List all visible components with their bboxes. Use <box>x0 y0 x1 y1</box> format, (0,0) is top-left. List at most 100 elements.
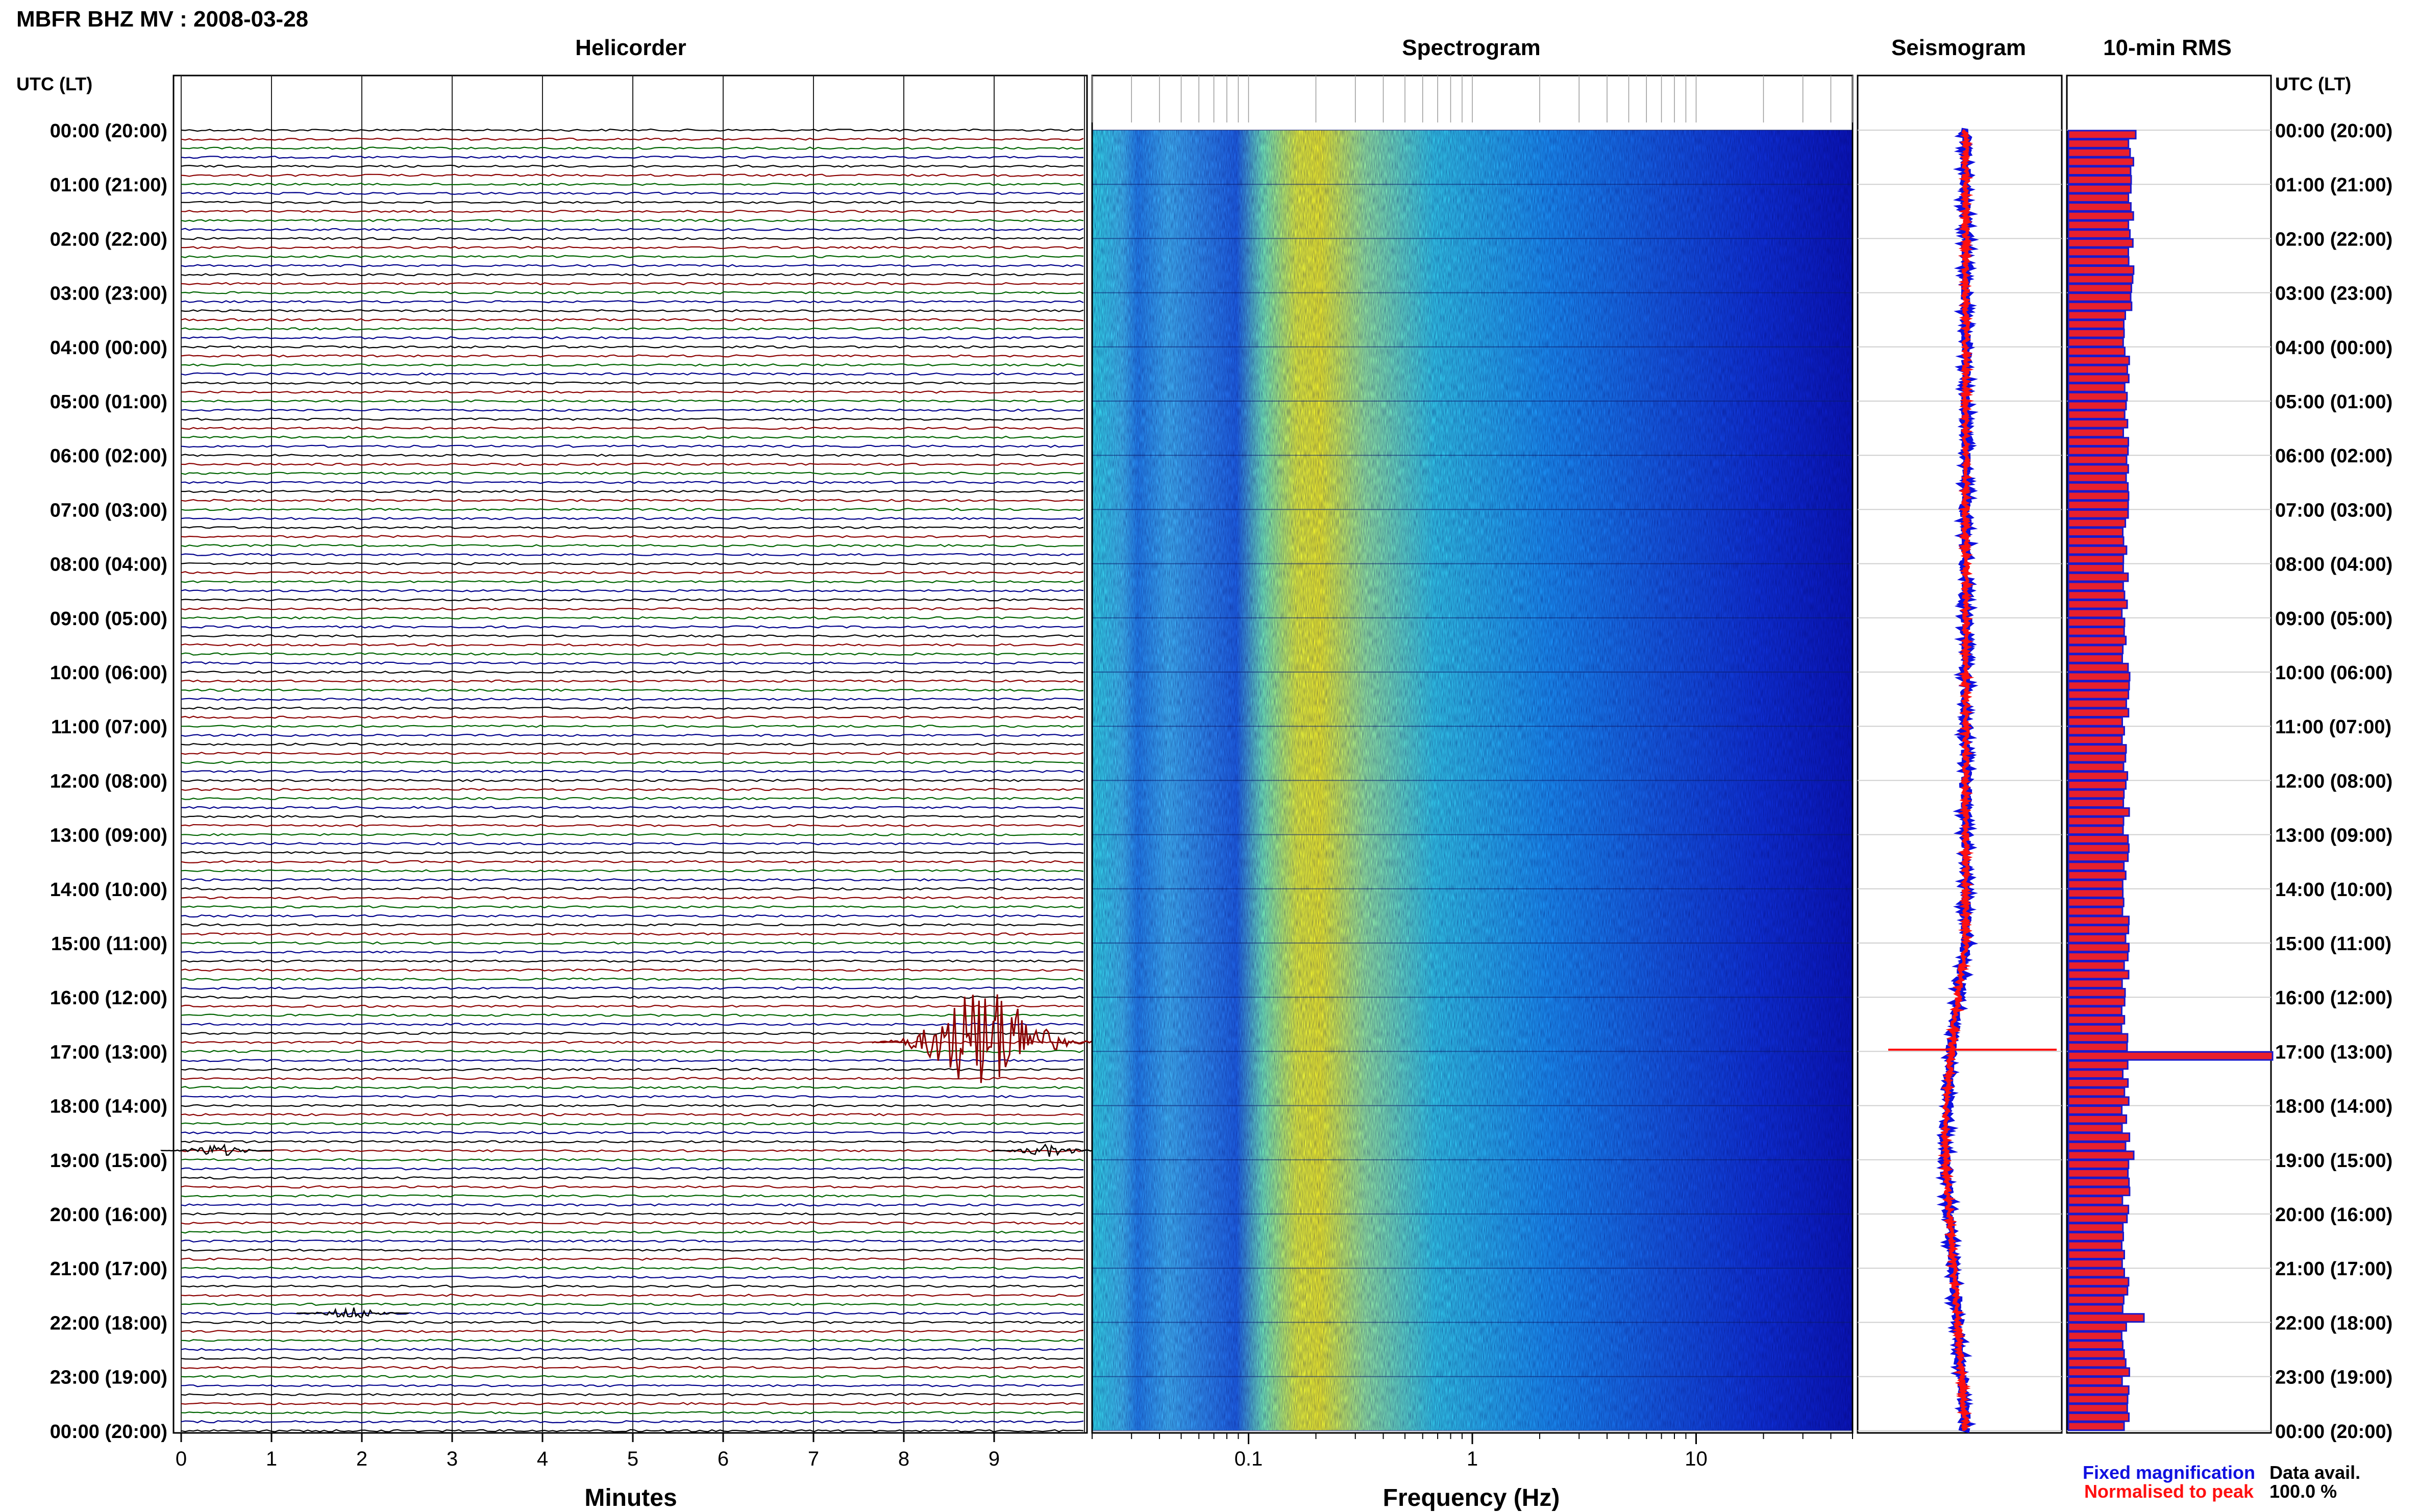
helicorder-x-axis: 0 1 2 3 4 5 6 7 8 9 <box>176 1433 1000 1470</box>
rms-bar <box>2067 1213 2128 1224</box>
rms-bar <box>2067 888 2124 899</box>
helicorder-trace <box>181 462 1084 466</box>
time-label-right: 11:00 (07:00) <box>2275 716 2391 738</box>
helicorder-trace <box>181 643 1084 647</box>
rms-bar <box>2067 256 2130 266</box>
rms-bar <box>2067 193 2130 203</box>
figure-title: MBFR BHZ MV : 2008-03-28 <box>16 7 308 32</box>
helicorder-trace <box>181 173 1084 177</box>
helicorder-trace <box>181 435 1084 439</box>
helicorder-trace <box>181 1275 1084 1279</box>
helicorder-trace <box>181 1104 1084 1107</box>
helicorder-trace <box>181 760 1084 764</box>
rms-bar <box>2067 1078 2129 1088</box>
helicorder-trace <box>181 399 1084 403</box>
helicorder-trace <box>181 787 1084 791</box>
rms-bar <box>2067 1412 2130 1422</box>
helicorder-trace <box>181 905 1084 909</box>
rms-bar <box>2067 319 2125 329</box>
helicorder-event-trace <box>991 1143 1105 1157</box>
rms-bar <box>2067 1024 2122 1034</box>
helicorder-trace <box>181 1411 1084 1415</box>
helicorder-trace <box>181 372 1084 376</box>
time-label-right: 02:00 (22:00) <box>2275 229 2392 250</box>
helicorder-trace <box>181 1194 1084 1198</box>
helicorder-trace <box>181 1013 1084 1017</box>
rms-bar <box>2067 933 2127 944</box>
helicorder-trace <box>181 245 1084 250</box>
helicorder-trace <box>181 1050 1084 1053</box>
seismogram-normalised-trace <box>1937 129 1974 1431</box>
helicorder-trace <box>181 725 1084 728</box>
rms-bar <box>2067 1295 2125 1305</box>
spectrogram-title: Spectrogram <box>1402 35 1540 60</box>
seismogram-frame <box>1857 75 2063 1434</box>
helicorder-trace <box>181 164 1084 168</box>
time-label-left: 16:00 (12:00) <box>50 987 167 1009</box>
rms-bar <box>2067 545 2128 555</box>
rms-bar <box>2067 807 2130 817</box>
rms-bar <box>2067 1141 2127 1151</box>
rms-bar <box>2067 771 2129 781</box>
rms-bar <box>2067 726 2125 736</box>
helicorder-trace <box>181 1185 1084 1189</box>
rms-bar <box>2067 391 2128 402</box>
helicorder-trace <box>181 1429 1084 1432</box>
helicorder-trace <box>181 715 1084 719</box>
rms-bar <box>2067 464 2129 474</box>
helicorder-trace <box>181 146 1084 150</box>
rms-bar <box>2067 1114 2128 1124</box>
helicorder-trace <box>181 543 1084 548</box>
helicorder-trace <box>181 526 1084 529</box>
rms-bar <box>2067 491 2130 501</box>
rms-bar <box>2067 1177 2130 1187</box>
helicorder-trace <box>181 986 1084 990</box>
rms-bar <box>2067 960 2125 971</box>
rms-bar <box>2067 590 2126 600</box>
rms-bar <box>2067 1132 2131 1142</box>
rms-bar <box>2067 1150 2135 1160</box>
helicorder-trace <box>181 426 1084 430</box>
time-label-right: 01:00 (21:00) <box>2275 175 2392 196</box>
rms-bar <box>2067 1250 2125 1260</box>
helicorder-trace <box>181 390 1084 394</box>
rms-bar <box>2067 789 2125 799</box>
helicorder-xlabel: Minutes <box>584 1484 677 1511</box>
rms-bar <box>2067 202 2132 212</box>
rms-bar <box>2067 455 2128 465</box>
time-label-left: 12:00 (08:00) <box>50 771 167 792</box>
rms-bar <box>2067 147 2131 158</box>
time-labels-right: 00:00 (20:00) 01:00 (21:00) 02:00 (22:00) 0… <box>2275 120 2392 1443</box>
helicorder-trace <box>181 1284 1084 1288</box>
rms-bar <box>2067 798 2125 808</box>
seismogram-title: Seismogram <box>1891 35 2026 60</box>
helicorder-trace <box>181 1031 1084 1035</box>
helicorder-trace <box>181 201 1084 204</box>
time-label-left: 00:00 (20:00) <box>50 1421 167 1443</box>
rms-bar <box>2067 925 2130 934</box>
time-label-left: 13:00 (09:00) <box>50 825 167 847</box>
time-label-left: 18:00 (14:00) <box>50 1096 167 1118</box>
helicorder-trace <box>181 1294 1084 1297</box>
rms-bar <box>2067 1096 2130 1106</box>
helicorder-trace <box>181 1122 1084 1126</box>
helicorder-trace <box>181 625 1084 629</box>
rms-bar <box>2067 554 2125 564</box>
helicorder-xtick-label: 7 <box>808 1448 819 1470</box>
helicorder-trace <box>181 806 1084 809</box>
helicorder-trace <box>181 932 1084 936</box>
helicorder-trace <box>181 1339 1084 1342</box>
helicorder-trace <box>181 282 1084 286</box>
rms-bar <box>2067 247 2129 257</box>
spectrogram-xtick-label: 0.1 <box>1235 1448 1263 1470</box>
rms-bar <box>2067 635 2127 646</box>
time-label-right: 12:00 (08:00) <box>2275 771 2392 792</box>
spectrogram-x-axis: 0.1 1 10 <box>1092 76 1853 1470</box>
rms-bar <box>2067 915 2130 926</box>
time-label-left: 09:00 (05:00) <box>50 608 167 630</box>
helicorder-trace <box>181 851 1084 855</box>
helicorder-trace <box>181 833 1084 836</box>
helicorder-trace <box>181 454 1084 457</box>
helicorder-trace <box>181 1131 1084 1134</box>
rms-bar <box>2067 608 2123 618</box>
